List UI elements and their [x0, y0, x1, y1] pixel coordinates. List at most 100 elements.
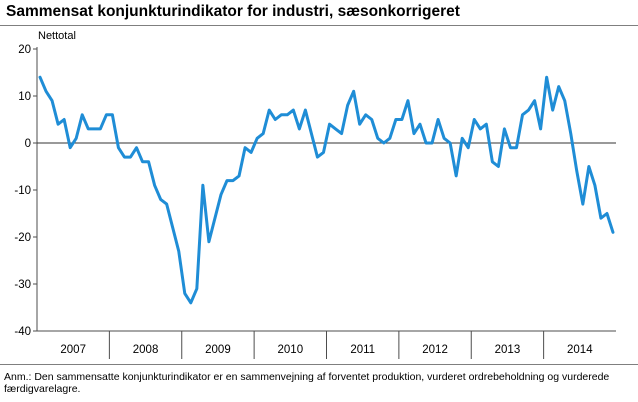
- data-point: [189, 302, 192, 304]
- data-point: [310, 132, 313, 135]
- data-point: [208, 240, 210, 243]
- data-point: [376, 137, 379, 140]
- data-point: [39, 76, 41, 78]
- data-point: [563, 99, 566, 102]
- data-point: [473, 118, 476, 121]
- x-tick-label: 2012: [422, 344, 448, 356]
- data-point: [413, 132, 415, 135]
- data-point: [497, 165, 500, 168]
- data-point: [594, 184, 596, 187]
- data-point: [503, 128, 506, 130]
- data-point: [606, 212, 608, 215]
- data-point: [51, 99, 53, 102]
- y-tick-label: -20: [14, 232, 31, 244]
- series-points: [39, 76, 614, 304]
- data-point: [153, 184, 156, 187]
- data-point: [171, 226, 174, 229]
- data-point: [81, 114, 84, 116]
- series-line: [38, 75, 615, 305]
- x-tick-label: 2007: [60, 344, 86, 356]
- chart-note: Anm.: Den sammensatte konjunkturindikato…: [4, 371, 610, 395]
- data-point: [232, 179, 234, 182]
- data-point: [509, 146, 512, 149]
- data-point: [226, 179, 228, 182]
- data-point: [582, 203, 584, 205]
- data-point: [244, 146, 246, 149]
- data-point: [196, 287, 198, 290]
- data-point: [419, 123, 421, 125]
- data-point: [521, 114, 524, 116]
- data-point: [491, 161, 494, 163]
- data-point: [485, 123, 488, 125]
- data-point: [588, 165, 590, 168]
- data-point: [569, 132, 572, 135]
- y-axis-label: Nettotal: [38, 30, 76, 42]
- x-axis-year-labels: 2007 2008 2009 2010 2011 2012 2013 2014: [60, 344, 593, 356]
- data-point: [515, 146, 518, 149]
- data-point: [99, 128, 102, 130]
- data-point: [280, 114, 283, 116]
- data-point: [370, 118, 373, 121]
- data-point: [425, 142, 427, 144]
- data-point: [141, 161, 144, 163]
- chart-title: Sammensat konjunkturindikator for indust…: [6, 3, 460, 20]
- data-point: [250, 151, 252, 154]
- data-point: [57, 123, 59, 125]
- y-tick-label: 10: [18, 91, 31, 103]
- data-point: [147, 161, 150, 163]
- data-point: [479, 128, 482, 130]
- data-point: [75, 137, 78, 140]
- data-point: [551, 109, 554, 111]
- data-point: [214, 217, 216, 219]
- data-point: [401, 118, 403, 121]
- data-point: [467, 146, 470, 149]
- data-point: [316, 156, 319, 158]
- x-tick-label: 2008: [133, 344, 159, 356]
- data-point: [334, 128, 337, 130]
- data-point: [238, 175, 240, 177]
- data-point: [364, 114, 367, 116]
- data-point: [135, 146, 138, 149]
- y-tick-label: -10: [14, 185, 31, 197]
- data-point: [105, 114, 108, 116]
- data-point: [352, 90, 355, 93]
- data-point: [449, 142, 451, 144]
- data-point: [274, 118, 277, 121]
- data-point: [533, 99, 536, 102]
- x-tick-label: 2011: [350, 344, 375, 356]
- data-point: [395, 118, 397, 121]
- y-tick-label: 0: [25, 138, 31, 150]
- data-point: [45, 90, 47, 93]
- data-point: [93, 128, 96, 130]
- data-point: [431, 142, 433, 144]
- data-point: [557, 85, 560, 88]
- data-point: [220, 193, 222, 196]
- y-tick-label: -40: [14, 326, 31, 338]
- data-point: [443, 137, 445, 140]
- data-point: [177, 250, 180, 252]
- data-point: [612, 231, 614, 234]
- data-point: [455, 175, 457, 177]
- data-point: [461, 137, 464, 140]
- data-point: [292, 109, 295, 111]
- data-point: [159, 198, 162, 201]
- data-point: [328, 123, 331, 125]
- data-point: [165, 203, 168, 205]
- title-divider: [0, 25, 638, 26]
- data-point: [407, 99, 409, 102]
- footer-divider: [0, 364, 638, 365]
- data-point: [304, 109, 307, 111]
- data-point: [539, 128, 542, 130]
- data-point: [69, 146, 71, 149]
- y-tick-label: 20: [18, 44, 31, 56]
- x-tick-label: 2014: [567, 344, 593, 356]
- data-point: [322, 151, 325, 154]
- data-point: [382, 142, 385, 144]
- y-tick-label: -30: [14, 279, 31, 291]
- data-point: [183, 292, 186, 295]
- x-tick-label: 2010: [278, 344, 304, 356]
- data-point: [346, 104, 349, 107]
- data-point: [437, 118, 439, 121]
- data-point: [358, 123, 361, 125]
